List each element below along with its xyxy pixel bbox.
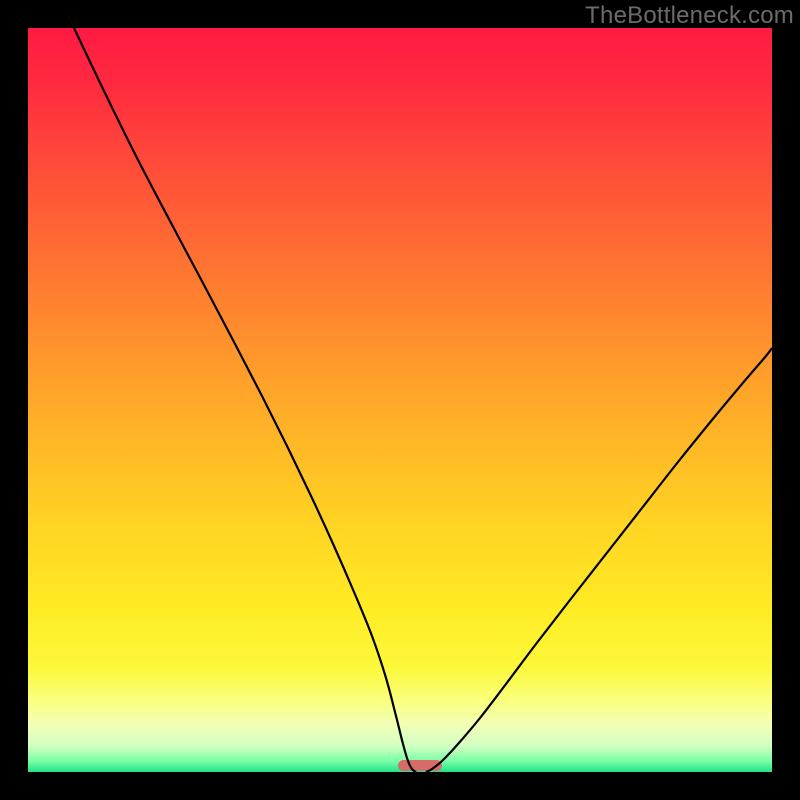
right-curve [426, 348, 772, 772]
bottleneck-curves [28, 28, 772, 772]
watermark-text: TheBottleneck.com [585, 2, 794, 30]
plot-area [28, 28, 772, 772]
left-curve [74, 28, 416, 772]
chart-frame: TheBottleneck.com [0, 0, 800, 800]
